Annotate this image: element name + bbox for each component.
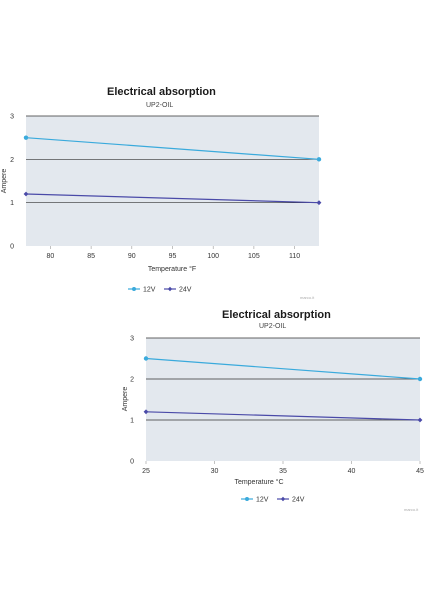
y-axis-title: Ampere — [122, 387, 129, 412]
data-point — [417, 417, 423, 423]
x-tick-label: 90 — [128, 253, 136, 260]
y-tick-label: 2 — [10, 157, 14, 164]
data-point — [143, 356, 149, 361]
x-axis-title: Temperature °C — [234, 478, 283, 486]
y-tick-label: 2 — [130, 377, 134, 384]
chart-credit: marco.it — [404, 507, 419, 512]
data-point — [316, 157, 322, 162]
legend-label: 24V — [292, 497, 305, 504]
y-tick-label: 1 — [10, 200, 14, 207]
data-point — [23, 135, 29, 140]
legend-label: 12V — [256, 497, 269, 504]
y-tick-label: 0 — [10, 244, 14, 251]
x-axis-title: Temperature °F — [148, 265, 196, 273]
chart-title: Electrical absorption — [107, 86, 216, 98]
x-tick-label: 110 — [289, 253, 300, 260]
legend-item: 24V — [164, 287, 192, 294]
data-point — [316, 200, 322, 206]
chart-fahrenheit: Electrical absorption UP2-OIL 0 1 2 3 80 85 90… — [1, 86, 322, 300]
chart-subtitle: UP2-OIL — [146, 102, 174, 109]
legend-item: 24V — [277, 497, 305, 504]
y-axis-title: Ampere — [1, 169, 8, 194]
chart-title: Electrical absorption — [222, 309, 331, 321]
legend-marker — [280, 496, 286, 502]
x-tick-label: 85 — [87, 253, 95, 260]
x-tick-label: 40 — [348, 468, 356, 475]
x-tick-label: 80 — [47, 253, 55, 260]
x-tick-label: 95 — [169, 253, 177, 260]
data-point — [143, 409, 149, 415]
y-tick-label: 1 — [130, 418, 134, 425]
legend-marker — [245, 497, 249, 501]
plot-area — [26, 116, 319, 246]
series-line-24v — [25, 193, 320, 204]
x-tick-label: 105 — [248, 253, 260, 260]
chart-subtitle: UP2-OIL — [259, 323, 287, 330]
legend-label: 12V — [143, 287, 156, 294]
legend-label: 24V — [179, 287, 192, 294]
data-point — [23, 191, 29, 197]
series-line-12v — [25, 137, 320, 160]
series-line-24v — [145, 411, 421, 421]
legend-item: 12V — [128, 287, 156, 294]
x-tick-label: 25 — [142, 468, 150, 475]
y-tick-label: 3 — [130, 336, 134, 343]
chart-credit: marco.it — [300, 295, 315, 300]
legend-marker — [132, 287, 136, 291]
x-tick-label: 45 — [416, 468, 424, 475]
x-tick-label: 30 — [211, 468, 219, 475]
chart-plot: 0 1 2 3 80 85 90 95 100 105 110 Ampere Temperature °… — [1, 114, 322, 300]
legend-marker — [167, 286, 173, 292]
legend-item: 12V — [241, 497, 269, 504]
series-line-12v — [145, 357, 421, 380]
y-tick-label: 3 — [10, 114, 14, 121]
y-tick-label: 0 — [130, 459, 134, 466]
x-tick-label: 35 — [279, 468, 287, 475]
plot-area — [146, 338, 420, 461]
data-point — [417, 376, 423, 382]
x-tick-label: 100 — [207, 253, 219, 260]
